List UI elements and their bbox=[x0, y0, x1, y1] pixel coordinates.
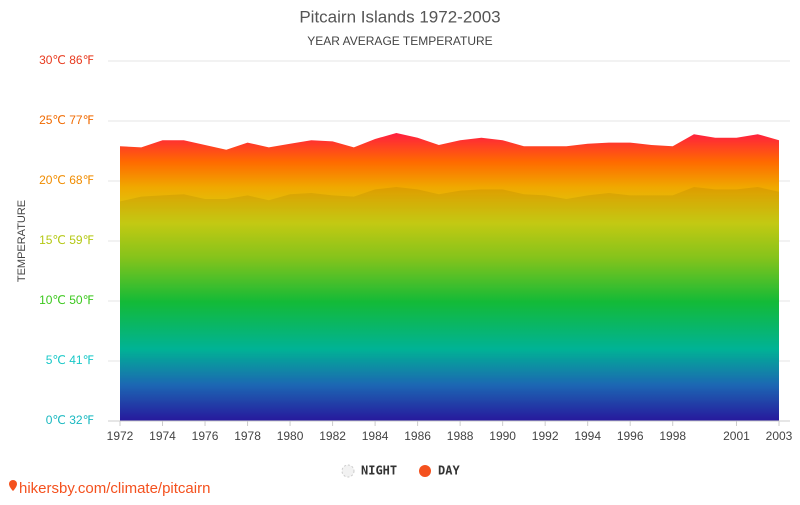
pin-icon bbox=[9, 480, 17, 491]
chart-title: Pitcairn Islands 1972-2003 bbox=[299, 7, 500, 26]
x-tick-label: 1980 bbox=[277, 429, 304, 443]
y-axis-label: TEMPERATURE bbox=[16, 200, 28, 282]
x-tick-label: 1986 bbox=[404, 429, 431, 443]
y-tick-label: 5℃ 41℉ bbox=[46, 353, 94, 367]
x-tick-label: 1988 bbox=[447, 429, 474, 443]
x-tick-label: 1976 bbox=[192, 429, 219, 443]
x-tick-label: 1974 bbox=[149, 429, 176, 443]
legend-marker bbox=[341, 464, 355, 478]
x-tick-label: 1972 bbox=[107, 429, 134, 443]
x-tick-label: 1996 bbox=[617, 429, 644, 443]
x-tick-label: 1982 bbox=[319, 429, 346, 443]
x-tick-label: 1990 bbox=[489, 429, 516, 443]
y-tick-label: 10℃ 50℉ bbox=[39, 293, 94, 307]
y-tick-label: 20℃ 68℉ bbox=[39, 173, 94, 187]
chart-subtitle: YEAR AVERAGE TEMPERATURE bbox=[307, 34, 492, 48]
x-tick-label: 1992 bbox=[532, 429, 559, 443]
legend-label: DAY bbox=[438, 464, 460, 478]
source-link[interactable]: hikersby.com/climate/pitcairn bbox=[19, 480, 210, 497]
x-tick-label: 1994 bbox=[574, 429, 601, 443]
area-night bbox=[120, 187, 779, 421]
legend-marker bbox=[419, 465, 431, 477]
y-tick-label: 25℃ 77℉ bbox=[39, 113, 94, 127]
x-tick-label: 1998 bbox=[659, 429, 686, 443]
y-tick-label: 30℃ 86℉ bbox=[39, 53, 94, 67]
x-tick-label: 2001 bbox=[723, 429, 750, 443]
legend-label: NIGHT bbox=[361, 464, 397, 478]
y-tick-label: 15℃ 59℉ bbox=[39, 233, 94, 247]
x-tick-label: 1984 bbox=[362, 429, 389, 443]
legend: NIGHT DAY bbox=[341, 464, 460, 478]
x-tick-label: 1978 bbox=[234, 429, 261, 443]
x-tick-label: 2003 bbox=[766, 429, 793, 443]
y-tick-label: 0℃ 32℉ bbox=[46, 413, 94, 427]
